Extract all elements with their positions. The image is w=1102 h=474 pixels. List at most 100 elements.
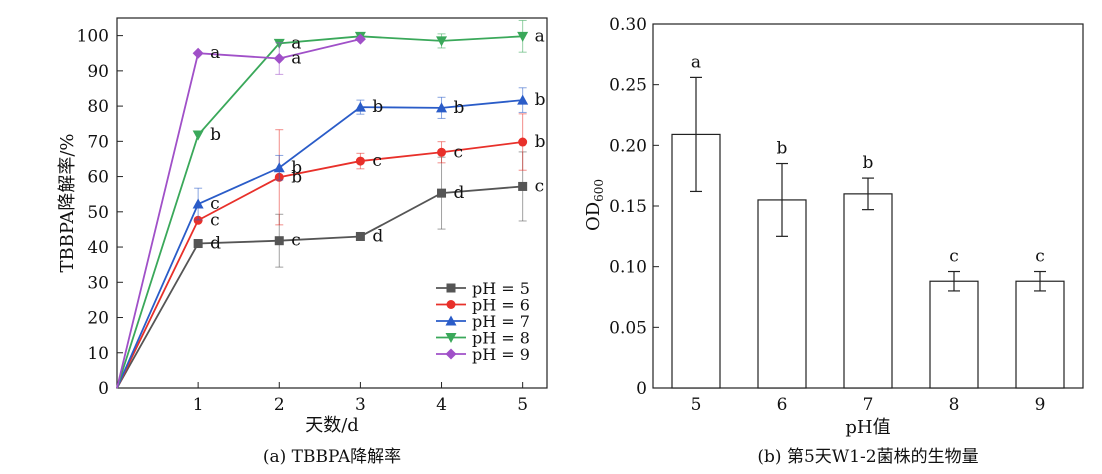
chart-a-significance-label: a <box>291 33 301 53</box>
chart-b-y-tick-label: 0.30 <box>609 15 647 35</box>
chart-b-y-tick-label: 0.25 <box>609 76 647 96</box>
chart-a-significance-label: c <box>535 176 545 196</box>
chart-a-data-point <box>192 130 204 141</box>
chart-b-bar <box>843 193 893 389</box>
chart-a-significance-label: d <box>372 226 383 246</box>
chart-b-x-axis-label: pH值 <box>845 417 890 438</box>
chart-b: 0 0.05 0.10 0.15 0.20 0.25 0.30 5 6 7 8 9 a b b c c pH值… <box>583 15 1084 467</box>
chart-a-y-tick-label: 90 <box>87 62 109 82</box>
chart-a-data-point <box>355 231 365 241</box>
chart-a-legend: pH = 5pH = 6pH = 7pH = 8pH = 9 <box>436 279 530 364</box>
chart-b-significance-label: b <box>863 153 874 173</box>
chart-a-y-tick-label: 60 <box>87 168 109 188</box>
chart-a-y-tick-label: 40 <box>87 238 109 258</box>
chart-b-y-axis-label: OD600 <box>583 179 606 231</box>
chart-a-significance-label: b <box>291 158 302 178</box>
chart-a-series-line <box>116 38 361 389</box>
chart-a-data-point <box>517 31 529 42</box>
chart-b-x-tick-label: 6 <box>777 395 788 415</box>
chart-a-y-tick-label: 20 <box>87 309 109 329</box>
chart-a-significance-label: b <box>210 125 221 145</box>
chart-b-x-tick-label: 8 <box>949 395 960 415</box>
chart-a-legend-label: pH = 6 <box>472 296 530 315</box>
chart-a-legend-marker <box>445 348 457 360</box>
chart-b-y-tick-label: 0.15 <box>609 197 647 217</box>
chart-b-ticks: 0 0.05 0.10 0.15 0.20 0.25 0.30 5 6 7 8 9 <box>609 15 1045 415</box>
chart-a-data-point <box>354 101 366 112</box>
chart-a-ticks: 0 10 20 30 40 50 60 70 80 90 100 1 2 3 4 5 <box>77 27 529 415</box>
chart-b-caption: (b) 第5天W1-2菌株的生物量 <box>757 447 978 467</box>
chart-b-significance-label: c <box>1035 247 1045 267</box>
chart-a-data-point <box>192 198 204 209</box>
chart-a-significance-label: a <box>535 26 545 46</box>
chart-a-x-tick-label: 1 <box>193 395 204 415</box>
chart-a-x-tick-label: 4 <box>436 395 447 415</box>
chart-b-x-tick-label: 9 <box>1035 395 1046 415</box>
chart-a-data-point <box>274 236 284 246</box>
chart-a-data-point <box>437 188 447 198</box>
chart-a-series-line <box>116 99 523 389</box>
chart-a-data-point <box>518 137 528 147</box>
chart-b-x-tick-label: 7 <box>863 395 874 415</box>
chart-a-significance-label: c <box>210 210 220 230</box>
chart-a-significance-label: b <box>535 132 546 152</box>
chart-b-y-tick-label: 0.05 <box>609 318 647 338</box>
chart-a-data-point <box>437 147 447 157</box>
chart-a-legend-marker <box>446 300 456 309</box>
chart-b-y-tick-label: 0.10 <box>609 258 647 278</box>
chart-b-significance-label: a <box>691 52 701 72</box>
chart-b-y-tick-label: 0 <box>636 379 647 399</box>
chart-a-data-point <box>354 33 366 45</box>
chart-a-data-point <box>273 162 285 173</box>
chart-a-legend-label: pH = 9 <box>472 345 530 364</box>
chart-b-bar <box>1015 280 1065 389</box>
chart-a-x-tick-label: 3 <box>355 395 366 415</box>
chart-a-significance-label: b <box>454 98 465 118</box>
chart-a-y-tick-label: 30 <box>87 273 109 293</box>
chart-a-legend-label: pH = 8 <box>472 329 530 348</box>
chart-a-x-tick-label: 5 <box>517 395 528 415</box>
chart-a-y-tick-label: 0 <box>98 379 109 399</box>
chart-a-caption: (a) TBBPA降解率 <box>263 447 401 467</box>
chart-a-x-tick-label: 2 <box>274 395 285 415</box>
chart-b-bar <box>929 280 979 389</box>
chart-a-data-point <box>273 53 285 65</box>
chart-b-bars: a b b c c <box>671 52 1065 389</box>
chart-a-significance-label: d <box>454 183 465 203</box>
chart-a-data-point <box>517 94 529 105</box>
chart-a-data-point <box>436 36 448 47</box>
chart-b-y-tick-label: 0.20 <box>609 136 647 156</box>
chart-a-significance-label: c <box>454 142 464 162</box>
chart-a-significance-label: b <box>372 97 383 117</box>
chart-a-significance-label: d <box>210 234 221 254</box>
chart-a-legend-marker <box>445 333 457 343</box>
chart-a-series <box>116 19 529 389</box>
chart-a-series-line <box>116 35 523 389</box>
chart-a-data-point <box>192 47 204 59</box>
chart-a-y-axis-label: TBBPA降解率/% <box>57 133 78 272</box>
chart-a-x-axis-label: 天数/d <box>305 415 359 436</box>
chart-a-data-point <box>193 239 203 249</box>
chart-b-x-tick-label: 5 <box>691 395 702 415</box>
chart-a-legend-marker <box>446 283 456 293</box>
chart-b-y-axis-label-sub: 600 <box>592 179 606 202</box>
chart-b-y-axis-label-main: OD <box>583 202 604 231</box>
chart-a-legend-label: pH = 5 <box>472 279 530 298</box>
chart-a-y-tick-label: 80 <box>87 97 109 117</box>
chart-a-series-line <box>116 185 523 389</box>
chart-b-significance-label: c <box>949 247 959 267</box>
chart-a-legend-label: pH = 7 <box>472 312 530 331</box>
chart-a-y-tick-label: 10 <box>87 344 109 364</box>
chart-a-significance-label: c <box>210 194 220 214</box>
chart-a-significance-label: c <box>291 231 301 251</box>
chart-a-significance-label: a <box>291 49 301 69</box>
chart-a-significance-label: b <box>291 167 302 187</box>
chart-a-significance-label: a <box>210 43 220 63</box>
chart-a-series-line <box>116 141 523 389</box>
chart-a-legend-marker <box>445 315 457 326</box>
chart-a-y-tick-label: 50 <box>87 203 109 223</box>
chart-a-data-point <box>518 181 528 191</box>
